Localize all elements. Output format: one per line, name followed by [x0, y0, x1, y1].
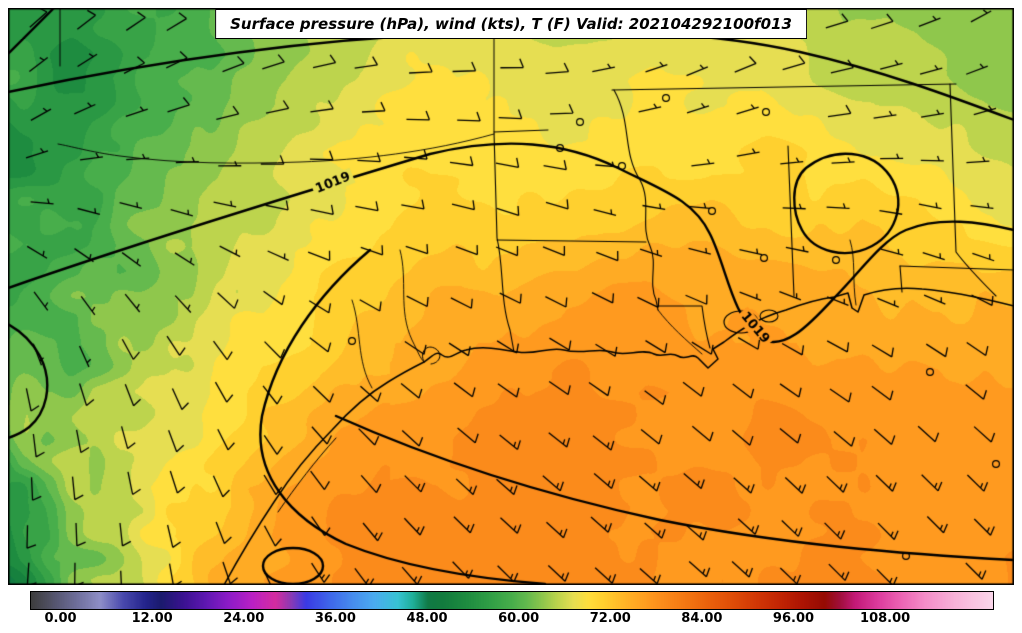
temperature-colorbar — [30, 591, 994, 610]
plot-title: Surface pressure (hPa), wind (kts), T (F… — [215, 9, 807, 39]
colorbar-tick-label: 108.00 — [860, 611, 911, 626]
colorbar-tick-label: 96.00 — [772, 611, 815, 626]
colorbar-tick-label: 48.00 — [406, 611, 448, 626]
colorbar-tick-label: 12.00 — [131, 611, 173, 626]
surface-pressure-wind-temperature-map — [8, 8, 1014, 585]
colorbar-tick-label: 36.00 — [314, 611, 356, 626]
colorbar-tick-label: 60.00 — [498, 611, 540, 626]
colorbar-tick-label: 84.00 — [681, 611, 723, 626]
colorbar-tick-label: 0.00 — [44, 611, 77, 626]
colorbar-tick-label: 24.00 — [223, 611, 265, 626]
colorbar-tick-label: 72.00 — [589, 611, 631, 626]
